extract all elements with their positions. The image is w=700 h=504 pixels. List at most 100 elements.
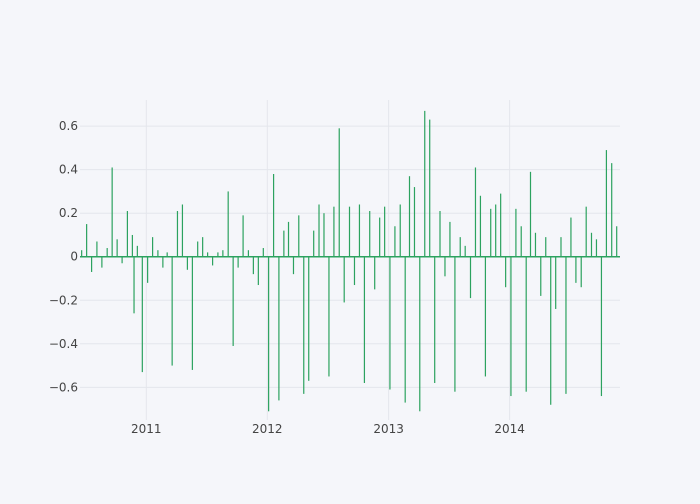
bar	[106, 248, 108, 257]
bar	[505, 256, 507, 288]
bar	[384, 206, 386, 257]
bar	[126, 211, 128, 257]
bar	[333, 206, 335, 257]
bar	[600, 256, 603, 397]
bar	[399, 204, 401, 257]
bar	[424, 110, 426, 257]
bar	[227, 191, 229, 257]
bar	[207, 252, 209, 257]
bar	[171, 256, 173, 366]
bar	[338, 128, 340, 257]
x-tick-label: 2014	[494, 422, 525, 436]
bar	[197, 241, 199, 257]
x-tick-label: 2013	[373, 422, 404, 436]
bar	[595, 239, 598, 257]
bar	[136, 245, 138, 257]
bar	[590, 232, 593, 257]
y-tick-label: 0.6	[59, 119, 78, 133]
y-tick-label: −0.4	[49, 337, 78, 351]
bar	[374, 256, 376, 290]
bar	[444, 256, 446, 277]
bar	[147, 256, 149, 283]
bar	[429, 119, 431, 257]
bar	[287, 221, 290, 257]
bar	[540, 256, 542, 296]
bar	[191, 256, 193, 370]
bar	[464, 245, 466, 257]
bar	[268, 256, 270, 412]
bar	[328, 256, 330, 377]
y-tick-label: 0.2	[59, 206, 78, 220]
bar	[133, 256, 135, 314]
bar	[459, 237, 461, 257]
x-tick-label: 2011	[131, 422, 162, 436]
bars	[81, 110, 618, 412]
bar	[413, 187, 416, 257]
bar	[308, 256, 310, 381]
bar	[449, 221, 451, 257]
bar	[379, 217, 381, 257]
bar	[212, 256, 214, 266]
bar	[515, 208, 517, 257]
bar	[545, 237, 547, 257]
bar	[575, 256, 577, 283]
bar	[580, 256, 582, 288]
y-tick-label: −0.2	[49, 293, 78, 307]
bar	[237, 256, 239, 268]
bar	[353, 256, 356, 286]
bar	[272, 174, 275, 257]
bar	[176, 211, 179, 257]
bar	[157, 250, 159, 257]
bar	[550, 256, 552, 405]
bar	[348, 206, 351, 257]
y-tick-label: −0.6	[49, 380, 78, 394]
bar	[560, 237, 562, 257]
bar	[520, 226, 522, 257]
bar	[202, 237, 204, 257]
bar	[121, 256, 123, 264]
bar	[166, 252, 168, 257]
bar	[439, 211, 441, 257]
bar	[363, 256, 366, 383]
bar	[181, 204, 184, 257]
bar	[419, 256, 421, 412]
bar	[242, 215, 244, 257]
bar	[358, 204, 361, 257]
x-tick-labels: 2011 2012 2013 2014	[131, 422, 525, 436]
bar	[318, 204, 320, 257]
bar	[278, 256, 280, 401]
bar	[323, 213, 325, 257]
bar	[525, 256, 527, 392]
bar	[343, 256, 345, 303]
bar	[500, 193, 502, 257]
y-tick-label: 0.4	[59, 163, 78, 177]
bar	[131, 234, 133, 257]
bar	[434, 256, 436, 383]
bar	[404, 256, 406, 403]
bar	[257, 256, 259, 286]
bar	[152, 237, 154, 257]
bar	[252, 256, 254, 275]
bar	[534, 232, 537, 257]
bar	[101, 256, 103, 268]
bar	[232, 256, 234, 346]
bar	[292, 256, 295, 275]
bar	[605, 150, 608, 257]
bar	[262, 248, 264, 257]
bar	[389, 256, 391, 390]
bar	[474, 167, 477, 257]
bar	[116, 239, 118, 257]
bar	[303, 256, 305, 394]
bar	[217, 252, 219, 257]
bar	[479, 195, 482, 257]
bar	[408, 176, 411, 257]
bar	[555, 256, 557, 309]
bar	[565, 256, 567, 394]
bar	[484, 256, 487, 377]
bar	[495, 204, 497, 257]
bar	[585, 206, 587, 257]
y-tick-label: 0	[70, 250, 78, 264]
bar	[616, 226, 618, 257]
bar	[510, 256, 512, 397]
